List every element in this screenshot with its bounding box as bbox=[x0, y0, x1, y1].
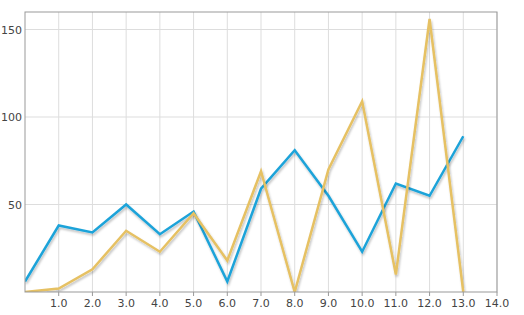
grid-line bbox=[92, 12, 93, 292]
tick-mark bbox=[261, 292, 262, 296]
x-tick-label: 2.0 bbox=[84, 297, 102, 310]
grid-line bbox=[429, 12, 430, 292]
tick-mark bbox=[429, 292, 430, 296]
series-line bbox=[25, 19, 463, 292]
grid-line bbox=[227, 12, 228, 292]
grid-line bbox=[328, 12, 329, 292]
series-group bbox=[25, 19, 463, 292]
tick-mark bbox=[92, 292, 93, 296]
x-tick-label: 4.0 bbox=[151, 297, 169, 310]
tick-mark bbox=[58, 292, 59, 296]
x-tick-label: 8.0 bbox=[286, 297, 304, 310]
grid-line bbox=[261, 12, 262, 292]
x-tick-label: 1.0 bbox=[50, 297, 68, 310]
x-tick-label: 13.0 bbox=[451, 297, 476, 310]
x-tick-label: 9.0 bbox=[320, 297, 338, 310]
y-tick-label: 50 bbox=[8, 199, 22, 212]
x-tick-label: 10.0 bbox=[350, 297, 375, 310]
grid-line bbox=[126, 12, 127, 292]
tick-mark bbox=[395, 292, 396, 296]
tick-mark bbox=[159, 292, 160, 296]
tick-mark bbox=[497, 292, 498, 296]
x-tick-label: 14.0 bbox=[485, 297, 510, 310]
x-tick-label: 12.0 bbox=[417, 297, 442, 310]
x-tick-label: 7.0 bbox=[252, 297, 270, 310]
tick-mark bbox=[126, 292, 127, 296]
y-tick-label: 150 bbox=[1, 24, 22, 37]
tick-mark bbox=[362, 292, 363, 296]
x-tick-label: 3.0 bbox=[117, 297, 135, 310]
plot-background bbox=[25, 12, 497, 292]
tick-mark bbox=[463, 292, 464, 296]
grid-line bbox=[193, 12, 194, 292]
chart: 50 100 150 1.0 2.0 3.0 4.0 5.0 6.0 7.0 8.0 9.0 10.0 1… bbox=[0, 0, 524, 315]
x-tick-label: 11.0 bbox=[384, 297, 409, 310]
x-tick-label: 6.0 bbox=[219, 297, 237, 310]
grid-line bbox=[395, 12, 396, 292]
tick-mark bbox=[227, 292, 228, 296]
tick-mark bbox=[328, 292, 329, 296]
tick-mark bbox=[294, 292, 295, 296]
x-tick-label: 5.0 bbox=[185, 297, 203, 310]
y-tick-label: 100 bbox=[1, 111, 22, 124]
plot-frame bbox=[25, 12, 497, 292]
grid-line bbox=[58, 12, 59, 292]
tick-mark bbox=[193, 292, 194, 296]
grid-line bbox=[463, 12, 464, 292]
